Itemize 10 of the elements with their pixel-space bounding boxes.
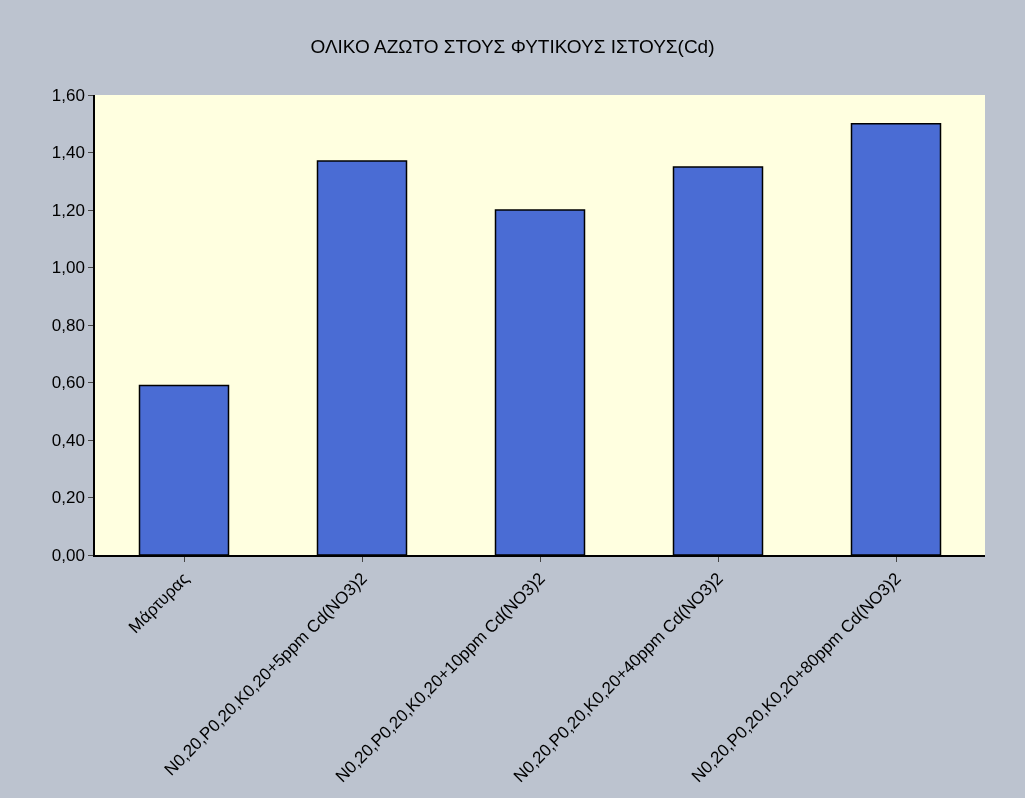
y-tick-label: 1,40 xyxy=(51,143,85,163)
y-tick-label: 0,00 xyxy=(51,545,85,565)
y-tick-label: 1,20 xyxy=(51,200,85,220)
y-tick-label: 0,40 xyxy=(51,430,85,450)
chart-title: ΟΛΙΚΟ ΑΖΩΤΟ ΣΤΟΥΣ ΦΥΤΙΚΟΥΣ ΙΣΤΟΥΣ(Cd) xyxy=(310,36,715,58)
y-tick-label: 0,80 xyxy=(51,315,85,335)
y-tick-label: 1,60 xyxy=(51,85,85,105)
y-tick-label: 0,60 xyxy=(51,373,85,393)
y-tick-label: 0,20 xyxy=(51,488,85,508)
y-tick-label: 1,00 xyxy=(51,258,85,278)
